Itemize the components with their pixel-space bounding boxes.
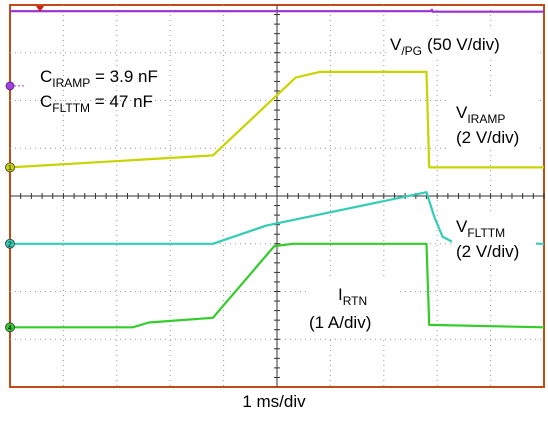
trace-vflttm xyxy=(10,191,545,245)
label-viramp: VIRAMP (2 V/div) xyxy=(450,98,536,150)
channel-marker-viramp xyxy=(5,162,15,173)
math-marker-icon xyxy=(5,81,15,91)
label-vflttm-sub: FLTTM xyxy=(467,226,505,240)
x-axis-label: 1 ms/div xyxy=(242,392,306,411)
label-viramp-scale: (2 V/div) xyxy=(456,128,519,147)
c-flttm-sub: FLTTM xyxy=(52,101,90,115)
c-iramp-value: = 3.9 nF xyxy=(90,67,158,86)
c-iramp-label: CIRAMP = 3.9 nF xyxy=(40,67,158,90)
channel-number-irtn: 4 xyxy=(8,325,12,332)
label-viramp-main: V xyxy=(456,103,468,122)
label-vpg-text: V/PG (50 V/div) xyxy=(390,35,500,58)
label-irtn-scale: (1 A/div) xyxy=(309,313,371,332)
c-flttm-main: C xyxy=(40,92,52,111)
label-vpg-main: V xyxy=(390,35,402,54)
trace-irtn xyxy=(10,242,545,329)
channel-marker-vflttm xyxy=(5,238,15,249)
label-vflttm-scale: (2 V/div) xyxy=(456,242,519,261)
c-iramp-main: C xyxy=(40,67,52,86)
label-vflttm: VFLTTM (2 V/div) xyxy=(452,212,536,264)
channel-markers: 1 2 4 xyxy=(5,81,24,333)
c-iramp-sub: IRAMP xyxy=(52,76,90,90)
trace-vpg xyxy=(10,8,544,13)
c-flttm-label: CFLTTM = 47 nF xyxy=(40,92,153,115)
trigger-icon xyxy=(36,6,44,12)
channel-number-vflttm: 2 xyxy=(8,241,12,248)
label-irtn-bg xyxy=(306,280,398,336)
label-viramp-name: VIRAMP xyxy=(456,103,505,126)
label-vflttm-main: V xyxy=(456,217,468,236)
label-vpg-sub: /PG xyxy=(401,44,422,58)
label-irtn-main: I xyxy=(338,285,343,304)
label-vpg-scale: (50 V/div) xyxy=(427,35,500,54)
label-viramp-sub: IRAMP xyxy=(467,112,505,126)
label-irtn: IRTN (1 A/div) xyxy=(306,280,398,336)
c-flttm-value: = 47 nF xyxy=(90,92,153,111)
label-vpg-bg xyxy=(388,30,538,58)
channel-number-viramp: 1 xyxy=(8,165,12,172)
label-irtn-name: IRTN xyxy=(338,285,367,308)
trigger-marker xyxy=(36,6,44,12)
traces xyxy=(9,8,545,329)
label-vflttm-name: VFLTTM xyxy=(456,217,505,240)
label-irtn-sub: RTN xyxy=(343,294,367,308)
label-vflttm-bg xyxy=(452,212,536,264)
label-vpg: V/PG (50 V/div) xyxy=(388,30,538,58)
trace-viramp xyxy=(9,70,544,169)
label-viramp-bg xyxy=(450,98,536,150)
channel-marker-irtn xyxy=(5,322,15,333)
